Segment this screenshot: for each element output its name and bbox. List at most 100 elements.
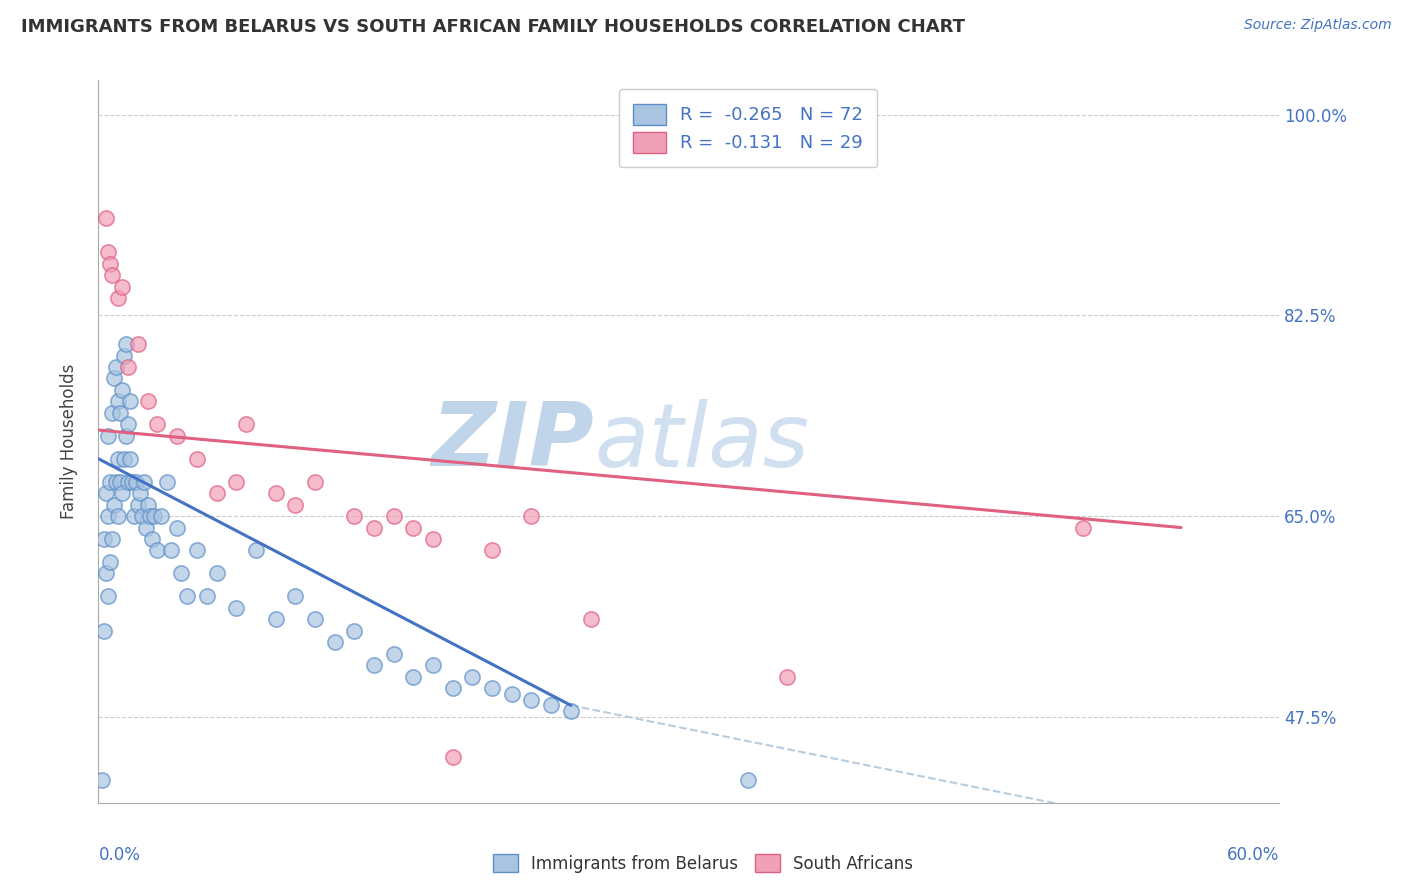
Point — [135, 520, 157, 534]
Point — [441, 750, 464, 764]
Point — [136, 498, 159, 512]
Y-axis label: Family Households: Family Households — [59, 364, 77, 519]
Point — [141, 532, 163, 546]
Legend: R =  -0.265   N = 72, R =  -0.131   N = 29: R = -0.265 N = 72, R = -0.131 N = 29 — [619, 89, 877, 167]
Point — [186, 543, 208, 558]
Point — [501, 687, 523, 701]
Point — [111, 279, 134, 293]
Point — [520, 692, 543, 706]
Legend: Immigrants from Belarus, South Africans: Immigrants from Belarus, South Africans — [486, 847, 920, 880]
Point — [225, 600, 247, 615]
Point — [127, 498, 149, 512]
Point — [235, 417, 257, 432]
Point — [245, 543, 267, 558]
Point — [115, 337, 138, 351]
Point — [195, 590, 218, 604]
Point — [264, 486, 287, 500]
Point — [560, 704, 582, 718]
Point — [97, 429, 120, 443]
Point — [107, 394, 129, 409]
Point — [579, 612, 602, 626]
Point — [101, 268, 124, 283]
Point — [304, 475, 326, 489]
Point — [107, 509, 129, 524]
Point — [111, 486, 134, 500]
Point — [402, 670, 425, 684]
Point — [107, 291, 129, 305]
Point — [122, 509, 145, 524]
Point — [146, 543, 169, 558]
Point — [107, 451, 129, 466]
Point — [461, 670, 484, 684]
Point — [121, 475, 143, 489]
Point — [776, 670, 799, 684]
Point — [117, 475, 139, 489]
Point — [402, 520, 425, 534]
Point — [205, 566, 228, 581]
Point — [150, 509, 173, 524]
Point — [186, 451, 208, 466]
Point — [156, 475, 179, 489]
Text: IMMIGRANTS FROM BELARUS VS SOUTH AFRICAN FAMILY HOUSEHOLDS CORRELATION CHART: IMMIGRANTS FROM BELARUS VS SOUTH AFRICAN… — [21, 18, 965, 36]
Point — [382, 509, 405, 524]
Point — [264, 612, 287, 626]
Point — [97, 245, 120, 260]
Point — [127, 337, 149, 351]
Point — [132, 475, 155, 489]
Point — [105, 475, 128, 489]
Point — [108, 475, 131, 489]
Point — [343, 509, 366, 524]
Point — [105, 359, 128, 374]
Point — [128, 486, 150, 500]
Text: Source: ZipAtlas.com: Source: ZipAtlas.com — [1244, 18, 1392, 32]
Point — [93, 532, 115, 546]
Point — [160, 543, 183, 558]
Point — [112, 451, 135, 466]
Point — [98, 475, 121, 489]
Point — [205, 486, 228, 500]
Text: atlas: atlas — [595, 399, 810, 484]
Point — [98, 555, 121, 569]
Point — [422, 658, 444, 673]
Point — [737, 772, 759, 787]
Text: 0.0%: 0.0% — [98, 847, 141, 864]
Point — [136, 394, 159, 409]
Point — [146, 417, 169, 432]
Point — [422, 532, 444, 546]
Point — [363, 658, 385, 673]
Point — [97, 509, 120, 524]
Point — [225, 475, 247, 489]
Point — [284, 590, 307, 604]
Point — [166, 520, 188, 534]
Point — [304, 612, 326, 626]
Point — [138, 509, 160, 524]
Point — [115, 429, 138, 443]
Point — [343, 624, 366, 638]
Point — [520, 509, 543, 524]
Point — [117, 359, 139, 374]
Text: 60.0%: 60.0% — [1227, 847, 1279, 864]
Point — [481, 543, 503, 558]
Point — [1071, 520, 1094, 534]
Point — [101, 532, 124, 546]
Point — [97, 590, 120, 604]
Point — [96, 566, 118, 581]
Point — [103, 371, 125, 385]
Point — [131, 509, 153, 524]
Text: ZIP: ZIP — [432, 398, 595, 485]
Point — [91, 772, 114, 787]
Point — [170, 566, 193, 581]
Point — [118, 394, 141, 409]
Point — [284, 498, 307, 512]
Point — [108, 406, 131, 420]
Point — [382, 647, 405, 661]
Point — [112, 349, 135, 363]
Point — [103, 498, 125, 512]
Point — [125, 475, 148, 489]
Point — [117, 417, 139, 432]
Point — [166, 429, 188, 443]
Point — [111, 383, 134, 397]
Point — [176, 590, 198, 604]
Point — [96, 211, 118, 225]
Point — [93, 624, 115, 638]
